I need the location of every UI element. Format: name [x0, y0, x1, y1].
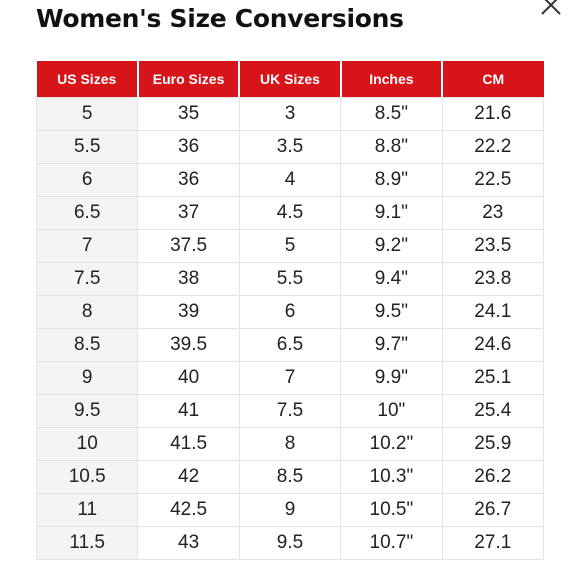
inches-cell: 10.7"	[340, 526, 443, 560]
table-header-row: US Sizes Euro Sizes UK Sizes Inches CM	[36, 61, 544, 98]
inches-cell: 9.9"	[340, 361, 443, 395]
header-uk-sizes: UK Sizes	[238, 61, 341, 98]
cm-cell: 25.1	[441, 361, 545, 395]
table-row: 7.5 38 5.5 9.4" 23.8	[35, 262, 545, 296]
euro-size-cell: 36	[137, 130, 240, 164]
us-size-cell: 9	[35, 361, 139, 395]
us-size-cell: 10	[35, 427, 139, 461]
table-row: 8.5 39.5 6.5 9.7" 24.6	[35, 328, 545, 362]
cm-cell: 24.1	[441, 295, 545, 329]
us-size-cell: 11.5	[35, 526, 139, 560]
us-size-cell: 9.5	[35, 394, 139, 428]
uk-size-cell: 4	[238, 163, 342, 197]
header-euro-sizes: Euro Sizes	[136, 61, 240, 98]
table-row: 5 35 3 8.5" 21.6	[35, 97, 545, 131]
cm-cell: 23.5	[441, 229, 545, 263]
cm-cell: 26.7	[441, 493, 545, 527]
table-row: 9.5 41 7.5 10" 25.4	[35, 394, 545, 428]
table-row: 5.5 36 3.5 8.8" 22.2	[35, 130, 545, 164]
inches-cell: 8.5"	[340, 97, 443, 131]
cm-cell: 25.9	[441, 427, 545, 461]
cm-cell: 25.4	[441, 394, 545, 428]
uk-size-cell: 7	[238, 361, 342, 395]
uk-size-cell: 6	[238, 295, 342, 329]
uk-size-cell: 3.5	[238, 130, 342, 164]
inches-cell: 9.1"	[340, 196, 443, 230]
inches-cell: 9.5"	[340, 295, 443, 329]
euro-size-cell: 39.5	[137, 328, 240, 362]
us-size-cell: 8	[35, 295, 139, 329]
us-size-cell: 7	[35, 229, 139, 263]
uk-size-cell: 7.5	[238, 394, 342, 428]
inches-cell: 10.2"	[340, 427, 443, 461]
euro-size-cell: 37.5	[137, 229, 240, 263]
uk-size-cell: 4.5	[238, 196, 342, 230]
uk-size-cell: 8.5	[238, 460, 342, 494]
uk-size-cell: 8	[238, 427, 342, 461]
euro-size-cell: 40	[137, 361, 240, 395]
us-size-cell: 8.5	[35, 328, 139, 362]
table-row: 7 37.5 5 9.2" 23.5	[35, 229, 545, 263]
euro-size-cell: 42	[137, 460, 240, 494]
header-cm: CM	[441, 61, 544, 98]
inches-cell: 10.5"	[340, 493, 443, 527]
size-conversion-table: US Sizes Euro Sizes UK Sizes Inches CM 5…	[35, 61, 545, 560]
table-row: 10.5 42 8.5 10.3" 26.2	[35, 460, 545, 494]
inches-cell: 8.8"	[340, 130, 443, 164]
euro-size-cell: 42.5	[137, 493, 240, 527]
euro-size-cell: 39	[137, 295, 240, 329]
close-icon[interactable]	[538, 0, 564, 18]
inches-cell: 8.9"	[340, 163, 443, 197]
table-row: 10 41.5 8 10.2" 25.9	[35, 427, 545, 461]
uk-size-cell: 3	[238, 97, 342, 131]
euro-size-cell: 43	[137, 526, 240, 560]
cm-cell: 27.1	[441, 526, 545, 560]
euro-size-cell: 41.5	[137, 427, 240, 461]
uk-size-cell: 5.5	[238, 262, 342, 296]
cm-cell: 23	[441, 196, 545, 230]
inches-cell: 10.3"	[340, 460, 443, 494]
euro-size-cell: 37	[137, 196, 240, 230]
us-size-cell: 7.5	[35, 262, 139, 296]
cm-cell: 26.2	[441, 460, 545, 494]
table-row: 11 42.5 9 10.5" 26.7	[35, 493, 545, 527]
inches-cell: 9.7"	[340, 328, 443, 362]
table-row: 8 39 6 9.5" 24.1	[35, 295, 545, 329]
table-row: 11.5 43 9.5 10.7" 27.1	[35, 526, 545, 560]
uk-size-cell: 5	[238, 229, 342, 263]
us-size-cell: 5	[35, 97, 139, 131]
euro-size-cell: 38	[137, 262, 240, 296]
us-size-cell: 6	[35, 163, 139, 197]
uk-size-cell: 6.5	[238, 328, 342, 362]
inches-cell: 9.2"	[340, 229, 443, 263]
uk-size-cell: 9.5	[238, 526, 342, 560]
euro-size-cell: 35	[137, 97, 240, 131]
cm-cell: 21.6	[441, 97, 545, 131]
cm-cell: 24.6	[441, 328, 545, 362]
euro-size-cell: 36	[137, 163, 240, 197]
euro-size-cell: 41	[137, 394, 240, 428]
inches-cell: 9.4"	[340, 262, 443, 296]
inches-cell: 10"	[340, 394, 443, 428]
table-body: 5 35 3 8.5" 21.6 5.5 36 3.5 8.8" 22.2 6 36 4 8.9" 22.5…	[35, 97, 545, 560]
uk-size-cell: 9	[238, 493, 342, 527]
us-size-cell: 11	[35, 493, 139, 527]
header-us-sizes: US Sizes	[36, 61, 138, 98]
cm-cell: 22.2	[441, 130, 545, 164]
table-row: 6.5 37 4.5 9.1" 23	[35, 196, 545, 230]
cm-cell: 23.8	[441, 262, 545, 296]
table-row: 9 40 7 9.9" 25.1	[35, 361, 545, 395]
us-size-cell: 5.5	[35, 130, 139, 164]
cm-cell: 22.5	[441, 163, 545, 197]
us-size-cell: 10.5	[35, 460, 139, 494]
page-title: Women's Size Conversions	[36, 4, 404, 33]
table-row: 6 36 4 8.9" 22.5	[35, 163, 545, 197]
header-inches: Inches	[339, 61, 443, 98]
us-size-cell: 6.5	[35, 196, 139, 230]
